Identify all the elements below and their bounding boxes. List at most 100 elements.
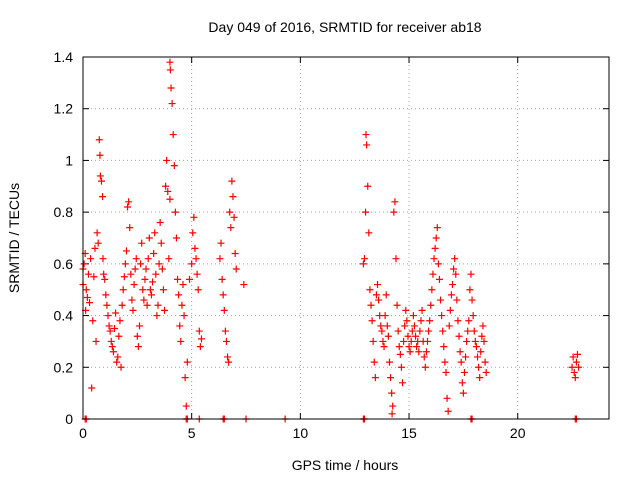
data-point xyxy=(368,317,376,325)
data-point xyxy=(161,306,169,314)
y-tick-label: 0.4 xyxy=(54,308,74,324)
data-point xyxy=(454,317,462,325)
data-point xyxy=(399,379,407,387)
data-point xyxy=(217,239,225,247)
data-point xyxy=(114,353,122,361)
data-point xyxy=(385,358,393,366)
data-point xyxy=(465,317,473,325)
data-point xyxy=(195,327,203,335)
data-point xyxy=(92,337,100,345)
data-point xyxy=(475,363,483,371)
data-point xyxy=(396,350,404,358)
data-point xyxy=(222,337,230,345)
data-point xyxy=(466,286,474,294)
data-point xyxy=(125,198,133,206)
tick-layer xyxy=(82,56,609,420)
data-point xyxy=(377,322,385,330)
data-point xyxy=(193,270,201,278)
data-point xyxy=(191,244,199,252)
data-point xyxy=(571,374,579,382)
data-point xyxy=(218,275,226,283)
data-point xyxy=(163,156,171,164)
data-point xyxy=(478,332,486,340)
data-point xyxy=(91,244,99,252)
data-point xyxy=(435,275,443,283)
data-point xyxy=(104,312,112,320)
data-point xyxy=(157,239,165,247)
data-point xyxy=(111,325,119,332)
data-point xyxy=(120,273,128,281)
x-axis-label: GPS time / hours xyxy=(292,457,399,473)
data-point xyxy=(374,281,382,289)
data-point xyxy=(196,343,204,351)
data-point xyxy=(166,58,174,66)
y-tick-label: 0.2 xyxy=(54,359,74,375)
data-point xyxy=(442,368,450,376)
data-point xyxy=(183,358,191,366)
data-point xyxy=(90,273,98,281)
data-point xyxy=(109,348,117,356)
data-point xyxy=(409,312,417,320)
data-point xyxy=(164,187,172,195)
data-point xyxy=(397,363,405,371)
data-point xyxy=(573,350,581,358)
data-points xyxy=(79,58,583,423)
data-point xyxy=(446,306,454,314)
data-point xyxy=(362,208,370,216)
data-point xyxy=(481,358,489,366)
data-point xyxy=(366,286,374,294)
data-point xyxy=(190,213,198,221)
data-point xyxy=(136,322,144,330)
data-point xyxy=(425,327,433,335)
data-point xyxy=(194,286,202,294)
data-point xyxy=(150,250,158,258)
data-point xyxy=(427,301,435,309)
data-point xyxy=(432,234,440,242)
data-point xyxy=(232,265,240,273)
data-point xyxy=(88,384,96,392)
data-point xyxy=(428,286,436,294)
data-point xyxy=(228,177,236,185)
data-point xyxy=(467,270,475,278)
data-point xyxy=(480,337,488,345)
data-point xyxy=(192,255,200,263)
data-point xyxy=(462,353,470,361)
data-point xyxy=(471,337,479,345)
data-point xyxy=(456,348,464,356)
data-point xyxy=(119,286,127,294)
data-point xyxy=(447,291,455,299)
data-point xyxy=(569,353,577,361)
data-point xyxy=(118,301,126,309)
data-point xyxy=(463,337,471,345)
data-point xyxy=(96,172,104,180)
data-point xyxy=(392,255,400,263)
data-point xyxy=(438,312,446,320)
data-point xyxy=(176,322,184,330)
data-point xyxy=(415,348,423,356)
data-point xyxy=(405,343,413,351)
data-point xyxy=(138,239,146,247)
y-tick-label: 1.2 xyxy=(54,101,74,117)
x-tick-label: 10 xyxy=(293,425,309,441)
y-tick-label: 0.6 xyxy=(54,256,74,272)
data-point xyxy=(382,291,390,299)
data-point xyxy=(197,335,205,343)
data-point xyxy=(132,255,140,263)
data-point xyxy=(390,208,398,216)
data-point xyxy=(420,353,428,361)
data-point xyxy=(177,337,185,345)
data-point xyxy=(384,332,392,340)
data-point xyxy=(221,327,229,335)
data-point xyxy=(220,306,228,314)
data-point xyxy=(137,260,145,268)
data-point xyxy=(375,296,383,304)
data-point xyxy=(470,327,478,335)
data-point xyxy=(452,270,460,278)
data-point xyxy=(155,260,163,268)
y-tick-label: 1.4 xyxy=(54,49,74,65)
data-point xyxy=(116,317,124,325)
data-point xyxy=(126,224,134,232)
data-point xyxy=(162,182,170,190)
y-tick-label: 1 xyxy=(65,152,73,168)
